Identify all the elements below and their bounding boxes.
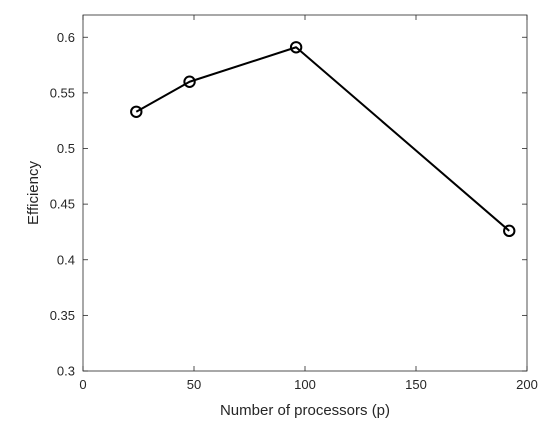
data-point-marker [130, 105, 143, 118]
series-layer [130, 41, 516, 238]
y-tick-label: 0.3 [57, 364, 75, 379]
x-tick-label: 150 [405, 377, 427, 392]
data-point-marker [503, 224, 516, 238]
x-tick-label: 50 [187, 377, 201, 392]
y-tick-label: 0.45 [50, 197, 75, 212]
data-point-marker [289, 41, 303, 54]
y-tick-label: 0.5 [57, 141, 75, 156]
x-axis-ticks: 0 50 100 150 200 [79, 15, 538, 392]
y-tick-label: 0.4 [57, 252, 75, 267]
y-tick-label: 0.55 [50, 85, 75, 100]
y-axis-ticks: 0.3 0.35 0.4 0.45 0.5 0.55 0.6 [50, 30, 527, 379]
series-line [135, 46, 510, 232]
y-axis-label: Efficiency [25, 161, 42, 225]
y-tick-label: 0.6 [57, 30, 75, 45]
x-tick-label: 0 [79, 377, 86, 392]
plot-area-frame [82, 14, 528, 372]
y-tick-label: 0.35 [50, 308, 75, 323]
x-axis-label: Number of processors (p) [220, 402, 390, 419]
data-point-marker [183, 75, 196, 88]
x-tick-label: 100 [294, 377, 316, 392]
x-tick-label: 200 [516, 377, 538, 392]
